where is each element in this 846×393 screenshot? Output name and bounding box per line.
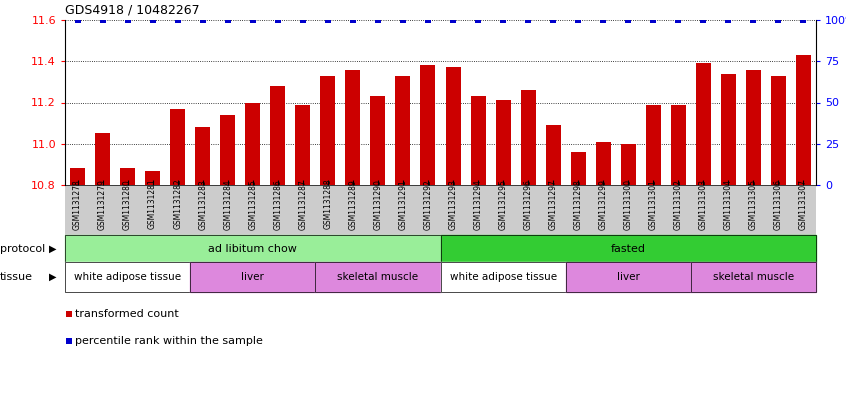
Bar bbox=[645, 105, 661, 185]
Text: skeletal muscle: skeletal muscle bbox=[338, 272, 419, 282]
Text: ad libitum chow: ad libitum chow bbox=[208, 244, 297, 253]
Bar bbox=[316, 262, 441, 292]
Bar bbox=[65, 262, 190, 292]
Text: ▶: ▶ bbox=[49, 272, 57, 282]
Point bbox=[646, 17, 660, 23]
Text: tissue: tissue bbox=[0, 272, 33, 282]
Bar bbox=[65, 235, 441, 262]
Bar bbox=[446, 68, 460, 185]
Bar bbox=[746, 70, 761, 185]
Bar bbox=[195, 127, 210, 185]
Point bbox=[62, 310, 75, 317]
Point bbox=[296, 17, 310, 23]
Point bbox=[271, 17, 284, 23]
Bar bbox=[190, 262, 316, 292]
Text: protocol: protocol bbox=[0, 244, 45, 253]
Text: liver: liver bbox=[241, 272, 264, 282]
Point bbox=[747, 17, 761, 23]
Point bbox=[62, 338, 75, 344]
Bar bbox=[441, 262, 566, 292]
Text: skeletal muscle: skeletal muscle bbox=[713, 272, 794, 282]
Bar bbox=[721, 73, 736, 185]
Bar bbox=[671, 105, 686, 185]
Bar bbox=[420, 65, 436, 185]
Bar bbox=[520, 90, 536, 185]
Bar bbox=[95, 134, 110, 185]
Point bbox=[722, 17, 735, 23]
Bar bbox=[566, 262, 691, 292]
Point bbox=[96, 17, 109, 23]
Bar bbox=[65, 235, 441, 262]
Point bbox=[672, 17, 685, 23]
Point bbox=[622, 17, 635, 23]
Point bbox=[571, 17, 585, 23]
Bar bbox=[295, 105, 310, 185]
Text: liver: liver bbox=[617, 272, 640, 282]
Bar bbox=[395, 76, 410, 185]
Bar bbox=[220, 115, 235, 185]
Bar bbox=[441, 235, 816, 262]
Text: GDS4918 / 10482267: GDS4918 / 10482267 bbox=[65, 4, 200, 17]
Bar bbox=[496, 101, 511, 185]
Bar bbox=[470, 96, 486, 185]
Bar bbox=[70, 169, 85, 185]
Point bbox=[446, 17, 459, 23]
Bar bbox=[546, 125, 561, 185]
Bar bbox=[621, 144, 635, 185]
Point bbox=[171, 17, 184, 23]
Point bbox=[772, 17, 785, 23]
Point bbox=[471, 17, 485, 23]
Point bbox=[246, 17, 260, 23]
Point bbox=[521, 17, 535, 23]
Bar bbox=[170, 109, 185, 185]
Bar bbox=[691, 262, 816, 292]
Bar bbox=[345, 70, 360, 185]
Bar bbox=[120, 169, 135, 185]
Point bbox=[497, 17, 510, 23]
Bar bbox=[321, 76, 335, 185]
Point bbox=[696, 17, 710, 23]
Bar bbox=[245, 103, 261, 185]
Point bbox=[71, 17, 85, 23]
Bar bbox=[566, 262, 691, 292]
Bar bbox=[796, 55, 811, 185]
Point bbox=[221, 17, 234, 23]
Bar bbox=[596, 142, 611, 185]
Point bbox=[547, 17, 560, 23]
Point bbox=[346, 17, 360, 23]
Bar bbox=[371, 96, 386, 185]
Point bbox=[596, 17, 610, 23]
Bar bbox=[270, 86, 285, 185]
Text: fasted: fasted bbox=[611, 244, 645, 253]
Point bbox=[321, 17, 335, 23]
Point bbox=[797, 17, 810, 23]
Text: ▶: ▶ bbox=[49, 244, 57, 253]
Bar bbox=[146, 171, 160, 185]
Text: white adipose tissue: white adipose tissue bbox=[74, 272, 181, 282]
Text: percentile rank within the sample: percentile rank within the sample bbox=[74, 336, 262, 346]
Bar bbox=[691, 262, 816, 292]
Point bbox=[371, 17, 385, 23]
Point bbox=[196, 17, 210, 23]
Bar bbox=[190, 262, 316, 292]
Point bbox=[421, 17, 435, 23]
Bar bbox=[696, 63, 711, 185]
Bar bbox=[441, 262, 566, 292]
Point bbox=[146, 17, 159, 23]
Bar bbox=[771, 76, 786, 185]
Bar bbox=[316, 262, 441, 292]
Point bbox=[396, 17, 409, 23]
Point bbox=[121, 17, 135, 23]
Text: transformed count: transformed count bbox=[74, 309, 179, 319]
Bar bbox=[65, 262, 190, 292]
Bar bbox=[571, 152, 585, 185]
Text: white adipose tissue: white adipose tissue bbox=[449, 272, 557, 282]
Bar bbox=[441, 235, 816, 262]
